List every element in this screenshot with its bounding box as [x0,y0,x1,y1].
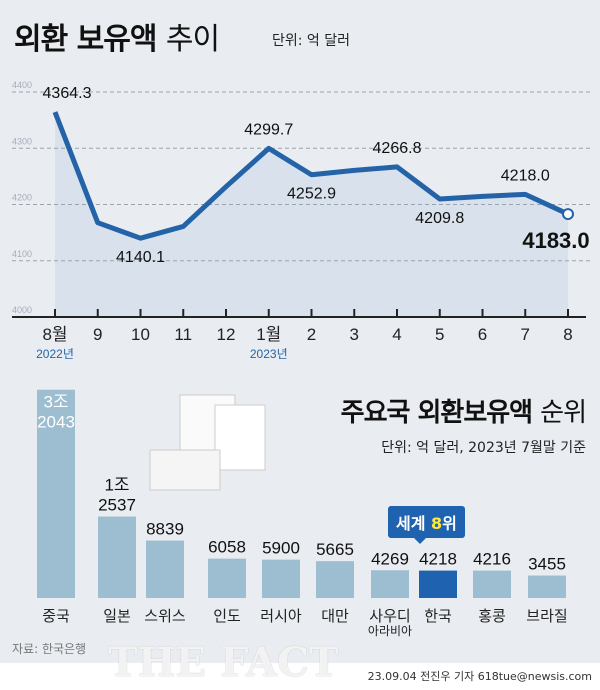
bar-category-label: 한국 [424,607,452,625]
title-bold: 외환 보유액 [14,22,157,57]
bar [419,570,457,598]
bar-value-label: 5665 [316,540,354,559]
x-tick-label: 2 [307,325,316,344]
bar-category-label: 아라비아 [368,624,412,638]
bar-value-label: 4218 [419,550,457,569]
bar-category-label: 홍콩 [478,607,506,625]
y-tick-label: 4200 [12,193,32,203]
y-tick-label: 4300 [12,136,32,146]
bar-category-label: 스위스 [144,607,186,625]
bar-chart-title: 주요국 외환보유액 순위 [340,392,587,429]
x-tick-label: 8월 [42,325,67,344]
bar [146,540,184,598]
bar [262,559,300,598]
bar [37,389,75,598]
x-tick-label: 3 [350,325,359,344]
x-tick-label: 9 [93,325,102,344]
credit: 23.09.04 전진우 기자 618tue@newsis.com [367,670,592,683]
data-label: 4364.3 [43,85,92,102]
bar-category-label: 브라질 [526,607,567,625]
bar-category-label: 대만 [321,607,349,625]
bar [528,575,566,598]
line-area [55,112,568,317]
title-light: 추이 [165,22,220,57]
x-tick-label: 6 [478,325,487,344]
y-tick-label: 4100 [12,249,32,259]
x-tick-label: 1월 [256,325,281,344]
money-stack-icon [149,449,221,491]
badge-suffix: 위 [442,514,457,533]
badge-prefix: 세계 [396,514,432,533]
money-stack-icon [214,404,266,471]
x-tick-label: 8 [563,325,572,344]
line-chart-title: 외환 보유액 추이 [14,14,220,58]
bar-chart-unit: 단위: 억 달러, 2023년 7월말 기준 [381,440,586,456]
bar-value-label: 8839 [146,520,184,539]
y-tick-label: 4400 [12,80,32,90]
bar-value-label: 1조 [104,476,129,495]
data-label: 4266.8 [373,140,422,157]
line-chart-unit: 단위: 억 달러 [272,33,351,49]
data-label: 4252.9 [287,186,336,203]
data-label: 4299.7 [244,121,293,138]
bar [208,558,246,598]
bar-category-label: 러시아 [260,607,302,625]
x-tick-label: 7 [521,325,530,344]
year-label: 2022년 [36,347,74,361]
data-label: 4218.0 [501,167,550,184]
line-series [52,111,570,241]
x-tick-label: 11 [174,325,192,344]
rank-badge: 세계 8위 [388,506,465,544]
bar-value-label: 5900 [262,539,300,558]
x-tick-label: 4 [392,325,401,344]
bar-value-label: 4269 [371,549,409,568]
bar-value-label: 2537 [98,496,136,515]
bar [473,570,511,598]
x-tick-label: 5 [435,325,444,344]
bar [371,570,409,598]
data-label: 4209.8 [415,210,464,227]
bar [316,561,354,598]
x-tick-label: 12 [217,325,236,344]
bar-value-label: 6058 [208,538,246,557]
bar-category-label: 중국 [42,607,70,625]
bar-value-label: 3455 [528,555,566,574]
last-point-marker [562,208,574,221]
x-tick-label: 10 [131,325,150,344]
bar-category-label: 일본 [103,607,131,625]
bar-value-label: 3조 [43,393,68,412]
source: 자료: 한국은행 [12,642,87,656]
data-label: 4140.1 [116,249,165,266]
watermark: THE FACT [108,639,339,686]
bar-value-label: 4216 [473,550,511,569]
title-light: 순위 [540,398,587,428]
title-bold: 주요국 외환보유액 [340,398,533,428]
data-label: 4183.0 [522,228,589,253]
y-tick-label: 4000 [12,305,32,315]
badge-rank: 8 [431,514,443,533]
bar-category-label: 사우디 [369,607,410,625]
bar [98,516,136,598]
bar-value-label: 2043 [37,413,75,432]
year-label: 2023년 [250,347,288,361]
bar-category-label: 인도 [213,607,241,625]
footer-bar [0,663,600,690]
